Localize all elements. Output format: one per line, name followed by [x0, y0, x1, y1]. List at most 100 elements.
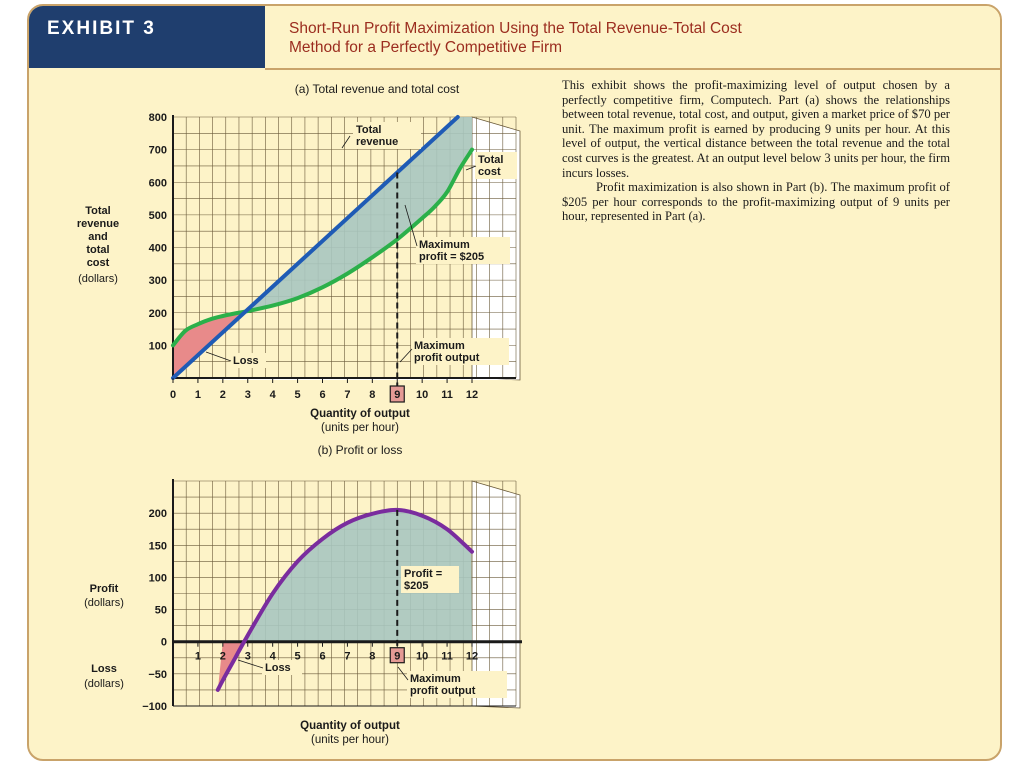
- panel-b-x-label: Quantity of output: [300, 720, 400, 732]
- panel-b-loss-label-bg: [262, 660, 302, 675]
- panel-a-y-label-line: total: [86, 244, 109, 256]
- total-cost-label-line-1: Total: [478, 154, 503, 166]
- panel-a-y-tick-label: 200: [149, 308, 167, 320]
- panel-a-x-tick-label: 2: [220, 389, 226, 401]
- panel-a-y-tick-label: 700: [149, 145, 167, 157]
- panel-b-side-face: [471, 480, 521, 709]
- panel-b-y-label-loss: Loss: [91, 663, 117, 675]
- panel-b-profit-label: Profit = $205: [404, 568, 442, 592]
- panel-a-max-output-label-line-2: profit output: [414, 352, 480, 364]
- panel-a-x-label: Quantity of output: [310, 408, 410, 420]
- panel-a-x-tick-label: 6: [319, 389, 325, 401]
- panel-b-y-tick-label: 100: [149, 572, 167, 584]
- panel-a-y-tick-label: 500: [149, 210, 167, 222]
- panel-b-profit-label-line-2: $205: [404, 580, 428, 592]
- panel-a-highlight-tick-box: [389, 385, 405, 403]
- exhibit-description: This exhibit shows the profit-maximizing…: [562, 78, 950, 224]
- total-revenue-label-bg: [353, 122, 421, 149]
- panel-a-loss-label-line-1: Loss: [233, 355, 259, 367]
- panel-b-x-tick-label: 7: [344, 651, 350, 663]
- panel-a-y-label-line: cost: [87, 257, 110, 269]
- description-paragraph-1: This exhibit shows the profit-maximizing…: [562, 78, 950, 180]
- total-cost-label-bg: [475, 152, 517, 179]
- panel-b-y-tick-label: 0: [161, 637, 167, 649]
- panel-b-max-output-label-bg: [407, 671, 507, 698]
- panel-a-y-label-line: Total: [85, 205, 110, 217]
- panel-b-loss-label-line-1: Loss: [265, 662, 291, 674]
- panel-b-max-output-label-line-1: Maximum: [410, 673, 461, 685]
- panel-b-x-tick-label: 10: [416, 651, 428, 663]
- panel-b-x-tick-label: 3: [245, 651, 251, 663]
- total-revenue-label-leader: [341, 135, 351, 149]
- panel-b-x-tick-label: 4: [270, 651, 277, 663]
- panel-b-y-tick-label: −50: [148, 669, 167, 681]
- panel-a-y-tick-label: 400: [149, 243, 167, 255]
- panel-a-y-label-line: and: [88, 231, 108, 243]
- panel-a-x-tick-label: 12: [466, 389, 478, 401]
- exhibit-title-line2: Method for a Perfectly Competitive Firm: [289, 39, 563, 56]
- panel-b-y-tick-label: 200: [149, 508, 167, 520]
- panel-b-max-output-label: Maximum profit output: [410, 673, 476, 697]
- panel-a-y-tick-label: 800: [149, 112, 167, 124]
- panel-b-x-label-unit: (units per hour): [311, 734, 389, 746]
- panel-b-x-tick-label: 12: [466, 651, 478, 663]
- description-paragraph-2: Profit maximization is also shown in Par…: [562, 180, 950, 224]
- panel-a-y-tick-label: 100: [149, 340, 167, 352]
- panel-a-profit-area: [245, 117, 472, 312]
- panel-a-x-tick-label: 3: [245, 389, 251, 401]
- panel-a-x-tick-label: 9: [394, 389, 400, 401]
- panel-a-max-profit-label-line-2: profit = $205: [419, 251, 484, 263]
- panel-b-max-output-label-line-2: profit output: [410, 685, 476, 697]
- panel-b-profit-area: [244, 510, 472, 642]
- panel-a-y-tick-label: 300: [149, 275, 167, 287]
- panel-b-y-label-loss-unit: (dollars): [84, 678, 124, 690]
- chart-panel-a: (a) Total revenue and total cost 100 200 30…: [77, 82, 521, 434]
- panel-b-loss-label: Loss: [265, 662, 291, 674]
- panel-b-max-output-leader: [397, 666, 409, 681]
- panel-b-y-tick-label: 50: [155, 605, 167, 617]
- panel-b-profit-label-line-1: Profit =: [404, 568, 442, 580]
- panel-b-title: (b) Profit or loss: [318, 443, 403, 457]
- panel-b-profit-label-bg: [401, 566, 459, 593]
- exhibit-header: Short-Run Profit Maximization Using the …: [265, 6, 1000, 70]
- panel-a-y-label: Total revenue and total cost: [77, 205, 119, 269]
- panel-b-x-tick-label: 5: [295, 651, 301, 663]
- panel-a-max-output-leader: [399, 348, 413, 363]
- total-cost-label-leader: [465, 165, 477, 171]
- panel-b-x-tick-label: 8: [369, 651, 375, 663]
- panel-a-max-output-label-line-1: Maximum: [414, 340, 465, 352]
- panel-a-x-tick-label: 7: [344, 389, 350, 401]
- profit-curve: [215, 507, 474, 692]
- exhibit-label: EXHIBIT 3: [29, 6, 265, 68]
- panel-b-y-tick-label: −100: [142, 701, 167, 713]
- total-cost-label: Total cost: [478, 154, 503, 178]
- panel-b-y-tick-label: 150: [149, 540, 167, 552]
- panel-a-y-tick-label: 600: [149, 177, 167, 189]
- panel-a-max-profit-label: Maximum profit = $205: [419, 239, 484, 263]
- panel-a-max-profit-leader: [404, 204, 418, 247]
- panel-b-x-tick-label: 2: [220, 651, 226, 663]
- panel-a-loss-leader: [205, 351, 232, 362]
- panel-a-x-label-unit: (units per hour): [321, 422, 399, 434]
- panel-a-y-label-line: revenue: [77, 218, 119, 230]
- panel-a-max-profit-label-bg: [416, 237, 510, 264]
- exhibit-title-line1: Short-Run Profit Maximization Using the …: [289, 20, 742, 37]
- panel-a-max-output-label-bg: [411, 338, 509, 365]
- panel-a-max-output-label: Maximum profit output: [414, 340, 480, 364]
- total-revenue-label: Total revenue: [356, 124, 398, 148]
- panel-b-highlight-tick-box: [389, 647, 405, 664]
- panel-a-x-tick-label: 4: [270, 389, 277, 401]
- panel-b-y-label-profit-unit: (dollars): [84, 597, 124, 609]
- panel-b-x-tick-label: 1: [195, 651, 201, 663]
- panel-b-y-label-profit: Profit: [90, 583, 119, 595]
- panel-a-loss-label: Loss: [233, 355, 259, 367]
- panel-a-x-tick-label: 8: [369, 389, 375, 401]
- panel-b-x-tick-label: 11: [441, 651, 453, 663]
- exhibit-title: Short-Run Profit Maximization Using the …: [289, 19, 989, 57]
- panel-a-x-tick-label: 1: [195, 389, 201, 401]
- panel-b-x-tick-label: 6: [319, 651, 325, 663]
- panel-a-x-tick-label: 11: [441, 389, 453, 401]
- panel-a-title: (a) Total revenue and total cost: [295, 82, 460, 96]
